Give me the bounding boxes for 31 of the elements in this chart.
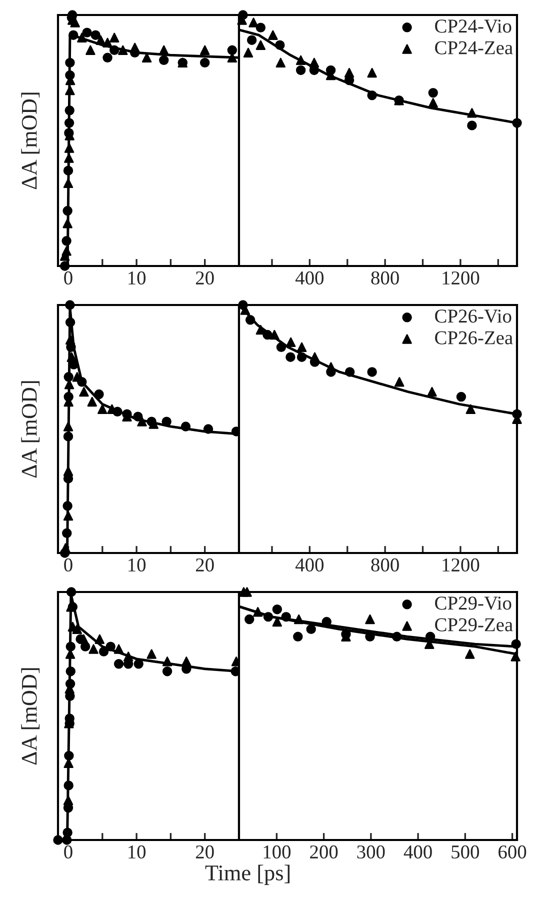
- x-tick-label: 1200: [442, 558, 480, 572]
- legend-label: CP26-Vio: [435, 310, 512, 323]
- x-tick-label: 10: [128, 845, 146, 859]
- y-axis-title: ΔA [mOD]: [21, 668, 40, 765]
- x-tick-label: 800: [371, 271, 399, 285]
- x-tick-label: 20: [196, 558, 214, 572]
- x-tick-label: 200: [310, 845, 338, 859]
- x-tick-label: 20: [196, 845, 214, 859]
- legend-label: CP26-Zea: [435, 331, 513, 344]
- x-tick-label: 400: [404, 845, 432, 859]
- x-tick-label: 0: [64, 558, 72, 572]
- legend-label: CP24-Vio: [435, 20, 512, 33]
- legend-label: CP29-Zea: [435, 618, 513, 632]
- x-tick-label: 1200: [442, 271, 480, 285]
- x-tick-label: 400: [295, 558, 324, 572]
- x-tick-label: 10: [128, 558, 146, 572]
- x-tick-label: 100: [264, 845, 291, 859]
- legend-label: CP29-Vio: [435, 596, 512, 610]
- x-tick-label: 400: [295, 271, 324, 285]
- x-tick-label: 20: [196, 271, 214, 285]
- x-tick-label: 0: [64, 271, 72, 285]
- x-tick-label: 500: [452, 845, 480, 859]
- y-axis-title: ΔA [mOD]: [21, 92, 40, 190]
- legend-label: CP24-Zea: [435, 41, 513, 54]
- x-tick-label: 600: [498, 845, 526, 859]
- x-axis-title: Time [ps]: [205, 864, 290, 885]
- x-tick-label: 800: [371, 558, 399, 572]
- y-axis-title: ΔA [mOD]: [21, 381, 40, 478]
- x-tick-label: 300: [357, 845, 385, 859]
- x-tick-label: 10: [128, 271, 146, 285]
- x-tick-label: 0: [64, 845, 72, 859]
